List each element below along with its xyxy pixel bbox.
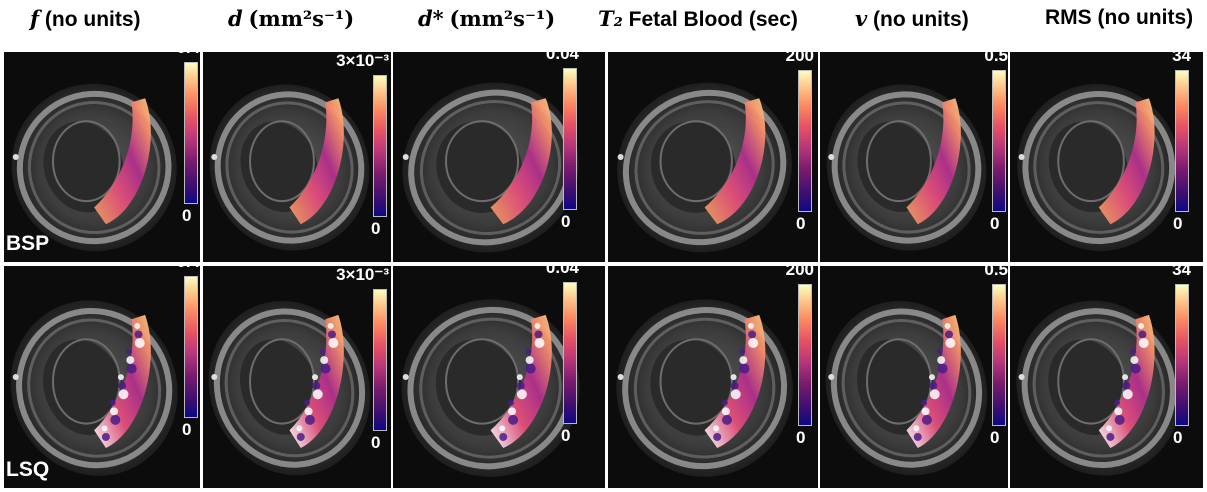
colorbar-min-label: 0 — [990, 428, 1000, 447]
colorbar — [798, 70, 812, 212]
colorbar-min-label: 0 — [371, 219, 381, 238]
column-header-bar: f (no units) d (mm²s⁻¹) d* (mm²s⁻¹) T₂ F… — [0, 0, 1207, 52]
column-title-f: f (no units) — [30, 6, 141, 31]
colorbar — [563, 282, 577, 424]
map-panel-bsp-3: 200 0 — [608, 52, 818, 262]
colorbar-min-label: 0 — [561, 212, 571, 231]
map-panel-bsp-4: 0.5 0 — [820, 52, 1008, 262]
colorbar-max-label: 3×10⁻³ — [336, 52, 389, 70]
colorbar-min-label: 0 — [182, 206, 192, 225]
colorbar-max-label: 34 — [1172, 52, 1191, 65]
map-panel-lsq-4: 0.5 0 — [820, 266, 1008, 488]
colorbar-max-label: 34 — [1172, 266, 1191, 279]
colorbar — [992, 284, 1006, 426]
colorbar-max-label: 0.4 — [176, 52, 200, 58]
colorbar — [563, 68, 577, 210]
colorbar — [184, 276, 198, 418]
colorbar-min-label: 0 — [990, 214, 1000, 233]
colorbar — [373, 75, 387, 217]
map-panel-lsq-5: 34 0 — [1010, 266, 1203, 488]
colorbar-min-label: 0 — [796, 214, 806, 233]
colorbar-min-label: 0 — [561, 426, 571, 445]
map-panel-bsp-1: 3×10⁻³ 0 — [203, 52, 391, 262]
column-title-rms: RMS (no units) — [1045, 6, 1194, 29]
map-panel-lsq-1: 3×10⁻³ 0 — [203, 266, 391, 488]
map-panel-bsp-2: 0.04 0 — [393, 52, 605, 262]
column-title-d-star: d* (mm²s⁻¹) — [418, 6, 556, 31]
colorbar — [992, 70, 1006, 212]
colorbar-max-label: 0.5 — [984, 52, 1008, 65]
colorbar-max-label: 0.04 — [545, 266, 579, 277]
column-title-d: d (mm²s⁻¹) — [228, 6, 355, 31]
colorbar-max-label: 0.04 — [545, 52, 579, 63]
colorbar-max-label: 3×10⁻³ — [336, 266, 389, 284]
colorbar — [373, 289, 387, 431]
column-title-t2: T₂ Fetal Blood (sec) — [598, 6, 798, 31]
colorbar-min-label: 0 — [796, 428, 806, 447]
map-panel-bsp-5: 34 0 — [1010, 52, 1203, 262]
row-label: BSP — [6, 232, 50, 255]
colorbar-max-label: 0.4 — [176, 266, 200, 272]
column-title-v: v (no units) — [855, 6, 969, 31]
colorbar-min-label: 0 — [1173, 428, 1183, 447]
colorbar — [1175, 70, 1189, 212]
colorbar-max-label: 200 — [785, 266, 814, 279]
colorbar-min-label: 0 — [371, 433, 381, 452]
colorbar — [1175, 284, 1189, 426]
colorbar — [184, 62, 198, 204]
row-label: LSQ — [6, 458, 50, 481]
map-panel-lsq-0: 0.4 0 LSQ — [4, 266, 200, 488]
colorbar-max-label: 0.5 — [984, 266, 1008, 279]
colorbar-min-label: 0 — [182, 420, 192, 439]
map-panel-bsp-0: 0.4 0 BSP — [4, 52, 200, 262]
colorbar-max-label: 200 — [785, 52, 814, 65]
colorbar-min-label: 0 — [1173, 214, 1183, 233]
map-panel-lsq-3: 200 0 — [608, 266, 818, 488]
map-panel-lsq-2: 0.04 0 — [393, 266, 605, 488]
colorbar — [798, 284, 812, 426]
